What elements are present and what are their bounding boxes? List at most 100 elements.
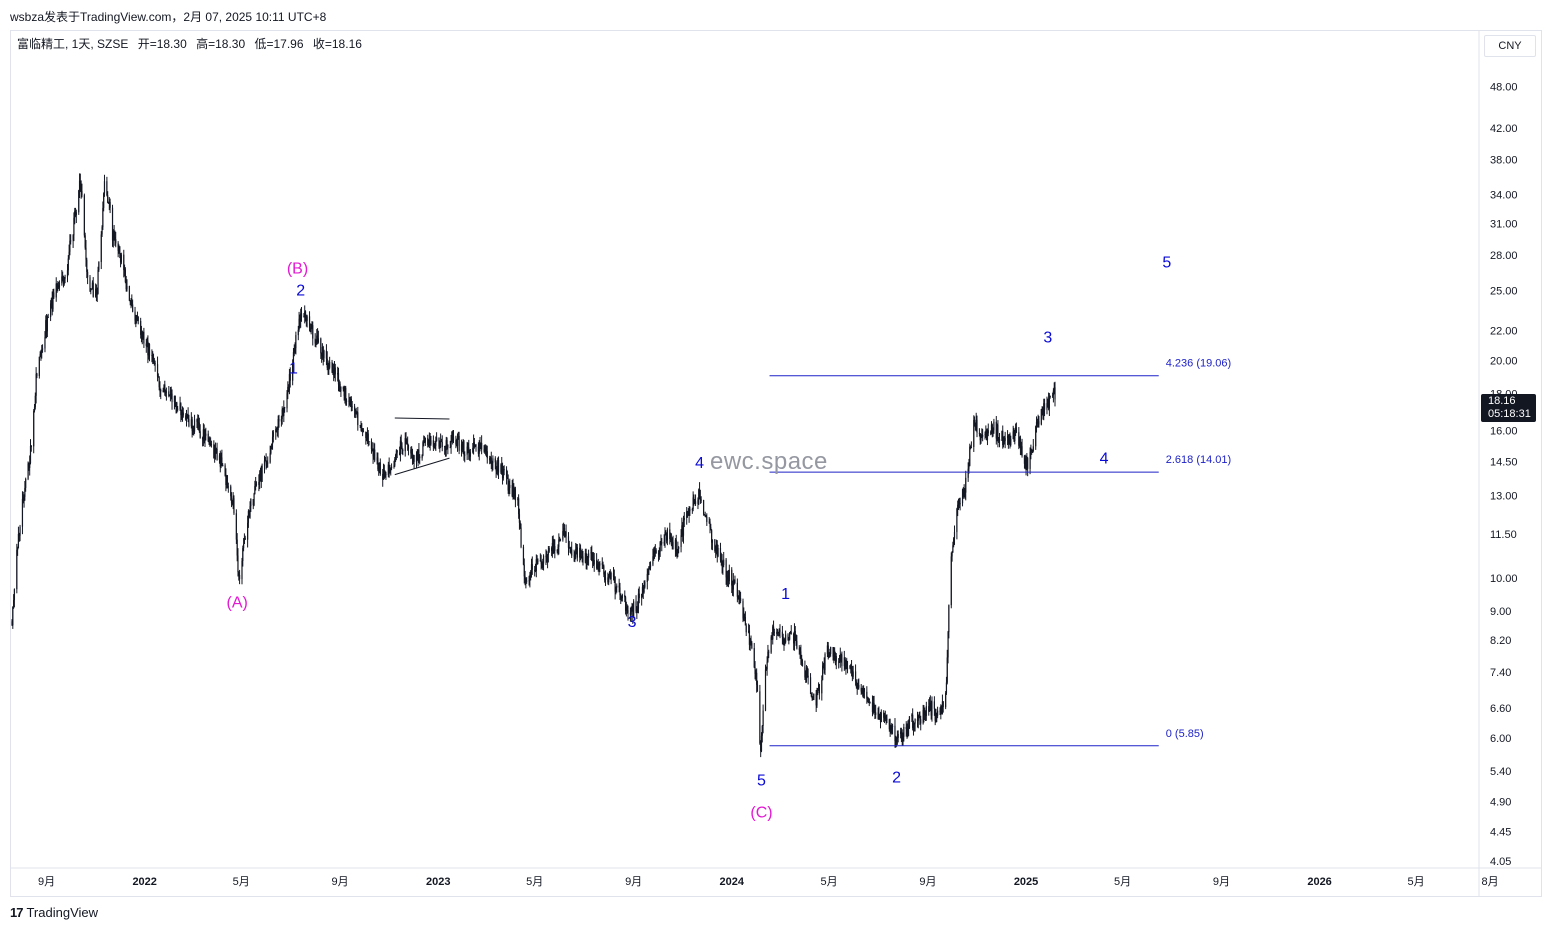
- candle-body: [479, 443, 481, 445]
- candle-body: [456, 437, 459, 446]
- candle-body: [455, 440, 457, 445]
- time-tick-label: 5月: [526, 876, 543, 888]
- candle-body: [636, 610, 638, 612]
- candle-body: [50, 303, 52, 318]
- candle-body: [590, 552, 592, 554]
- candle-body: [749, 639, 751, 645]
- candle-body: [353, 406, 356, 411]
- candle-body: [542, 555, 545, 564]
- candle-body: [207, 433, 209, 442]
- candle-body: [399, 452, 401, 455]
- candle-body: [704, 515, 706, 517]
- candle-body: [325, 350, 328, 359]
- candle-body: [205, 433, 207, 436]
- candle-body: [413, 455, 415, 462]
- candle-body: [601, 563, 603, 565]
- candle-body: [38, 356, 40, 377]
- candle-body: [267, 462, 269, 464]
- candle-body: [633, 601, 635, 618]
- candle-body: [620, 598, 623, 600]
- candle-body: [1042, 408, 1044, 414]
- currency-button[interactable]: CNY: [1484, 35, 1536, 57]
- candle-body: [349, 399, 352, 406]
- time-axis: 9月 2022 5月 9月 2023 5月 9月 2024 5月 9月 2025 5月 9月 2026 5月…: [38, 876, 1499, 888]
- candle-body: [13, 600, 15, 607]
- tradingview-brand[interactable]: 17 TradingView: [10, 905, 98, 920]
- candle-body: [41, 348, 44, 350]
- candle-body: [565, 531, 567, 537]
- candle-body: [716, 544, 718, 557]
- candle-body: [506, 477, 508, 479]
- candle-body: [619, 587, 621, 596]
- candle-body: [68, 251, 70, 259]
- candle-body: [781, 631, 783, 637]
- candle-body: [877, 712, 879, 720]
- candle-body: [320, 338, 322, 354]
- candle-body: [362, 429, 364, 431]
- candle-body: [834, 650, 836, 660]
- symbol-legend[interactable]: 富临精工, 1天, SZSE 开=18.30 高=18.30 低=17.96 收…: [17, 35, 368, 52]
- candle-body: [226, 482, 229, 488]
- candle-body: [1015, 427, 1017, 431]
- wave-label: 2: [296, 283, 305, 300]
- candle-body: [361, 429, 363, 431]
- candle-body: [942, 701, 944, 708]
- candle-body: [939, 710, 941, 712]
- candle-body: [868, 698, 870, 704]
- candle-body: [130, 301, 132, 303]
- candle-body: [317, 338, 319, 343]
- candle-body: [535, 559, 537, 572]
- candle-body: [462, 441, 464, 450]
- candle-body: [1038, 421, 1040, 425]
- candle-body: [953, 538, 955, 546]
- candle-body: [894, 725, 896, 742]
- price-tick-label: 16.00: [1490, 426, 1518, 438]
- candle-body: [366, 437, 368, 441]
- candle-body: [152, 354, 154, 362]
- candle-body: [905, 727, 907, 730]
- candle-body: [331, 361, 333, 373]
- candle-body: [593, 560, 595, 565]
- candle-body: [91, 282, 94, 289]
- candle-body: [869, 702, 871, 704]
- candle-body: [973, 419, 976, 427]
- fib-level-label: 4.236 (19.06): [1166, 358, 1231, 370]
- candle-body: [902, 736, 904, 740]
- candle-body: [13, 589, 16, 601]
- candle-body: [441, 441, 443, 447]
- candle-body: [672, 541, 674, 550]
- candle-body: [742, 601, 744, 619]
- candle-body: [271, 436, 274, 444]
- candle-body: [411, 453, 413, 455]
- candle-body: [235, 513, 237, 540]
- candle-body: [241, 561, 243, 580]
- candle-body: [732, 580, 734, 590]
- candle-body: [537, 560, 539, 562]
- last-price-tag: 18.16 05:18:31: [1481, 394, 1536, 422]
- candle-body: [863, 688, 866, 692]
- candle-body: [928, 702, 931, 712]
- candle-body: [945, 693, 947, 708]
- candle-body: [613, 576, 615, 578]
- price-tick-label: 20.00: [1490, 356, 1518, 368]
- candle-body: [826, 645, 829, 655]
- candle-body: [176, 402, 178, 409]
- candle-body: [655, 550, 657, 554]
- candle-body: [919, 715, 921, 720]
- candle-body: [322, 347, 324, 358]
- candle-body: [464, 454, 466, 456]
- candle-body: [427, 444, 430, 446]
- candle-body: [489, 457, 492, 461]
- candle-body: [624, 595, 626, 598]
- candle-body: [681, 525, 683, 536]
- candle-body: [444, 446, 446, 448]
- open-value: 开=18.30: [137, 37, 187, 51]
- candle-body: [337, 373, 339, 375]
- candle-body: [815, 693, 817, 706]
- price-tick-label: 25.00: [1490, 286, 1518, 298]
- candle-body: [708, 521, 710, 523]
- candle-body: [29, 463, 31, 468]
- candle-body: [218, 455, 221, 460]
- candle-body: [702, 500, 705, 515]
